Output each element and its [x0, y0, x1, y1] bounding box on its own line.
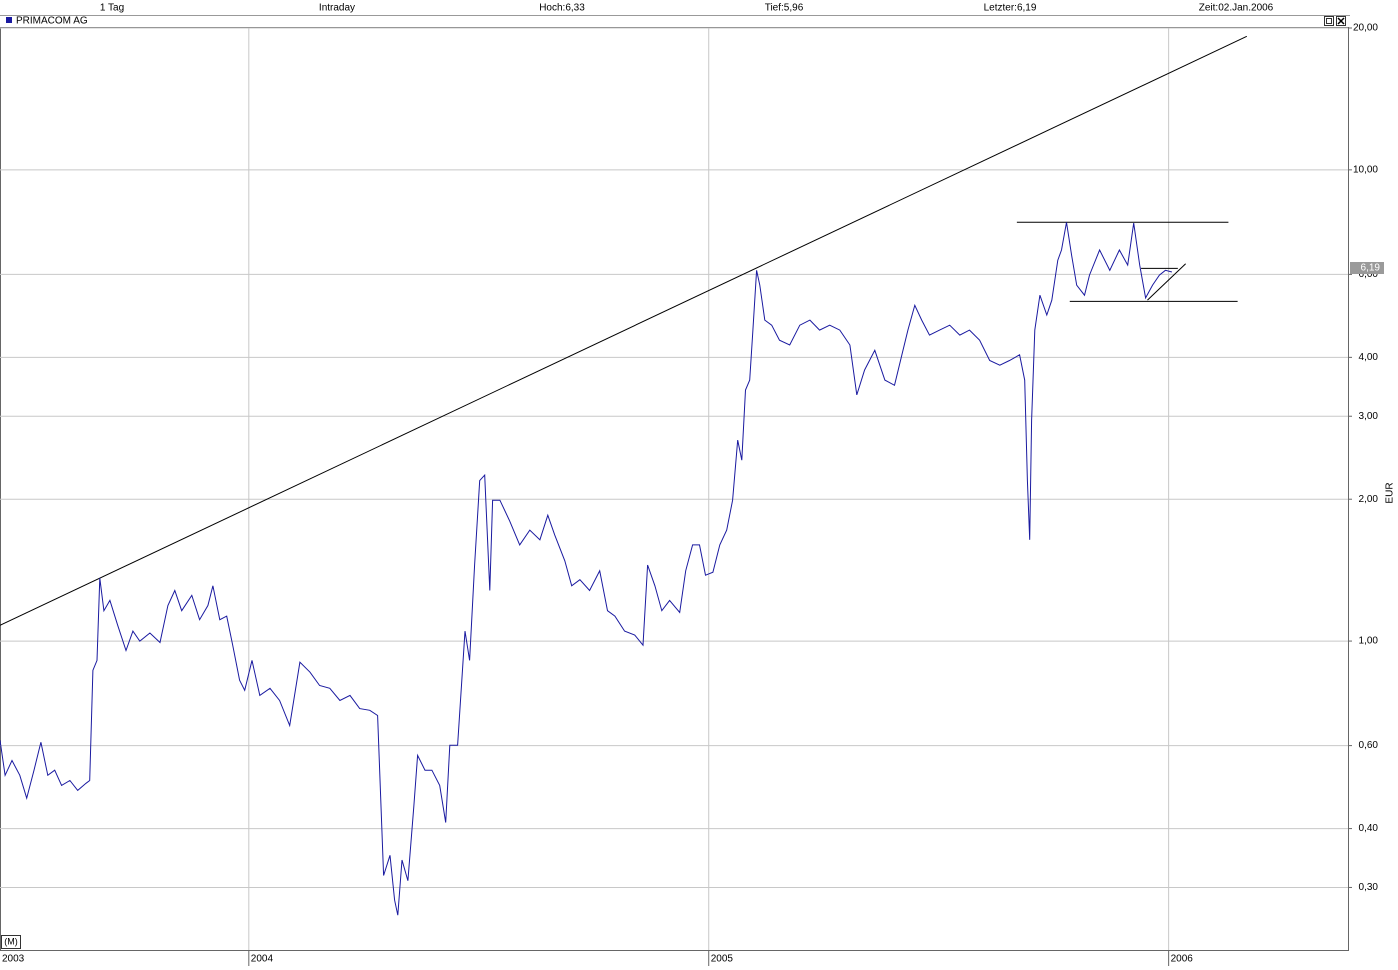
header-item: Tief:5,96	[765, 3, 804, 14]
price-line	[0, 222, 1173, 916]
chart-title: PRIMACOM AG	[16, 16, 88, 27]
last-value-tag	[1350, 262, 1384, 275]
close-icon	[1337, 17, 1345, 25]
title-marker	[6, 17, 12, 23]
x-tick-label: 2004	[251, 954, 274, 965]
y-axis-label: EUR	[1385, 482, 1396, 503]
maximize-icon	[1326, 18, 1332, 24]
x-tick-label: 2005	[711, 954, 734, 965]
period-button[interactable]	[1, 935, 21, 949]
y-tick-label: 0,60	[1359, 740, 1379, 751]
x-start-label: 2003	[2, 954, 25, 965]
x-tick-label: 2006	[1171, 954, 1194, 965]
last-value-label: 6,19	[1361, 263, 1381, 274]
trendline	[1147, 263, 1186, 301]
trendline	[0, 35, 1248, 626]
y-tick-label: 10,00	[1353, 164, 1378, 175]
y-tick-label: 20,00	[1353, 23, 1378, 34]
maximize-button[interactable]	[1324, 16, 1334, 26]
y-tick-label: 0,40	[1359, 823, 1379, 834]
header-item: Letzter:6,19	[984, 3, 1037, 14]
y-tick-label: 1,00	[1359, 636, 1379, 647]
header-item: Hoch:6,33	[539, 3, 585, 14]
y-tick-label: 3,00	[1359, 411, 1379, 422]
header-item: Zeit:02.Jan.2006	[1199, 3, 1274, 14]
header-item: 1 Tag	[100, 3, 124, 14]
header-item: Intraday	[319, 3, 355, 14]
y-tick-label: 2,00	[1359, 494, 1379, 505]
y-tick-label: 0,30	[1359, 882, 1379, 893]
y-tick-label: 6,00	[1359, 269, 1379, 280]
period-label: (M)	[4, 936, 18, 946]
y-tick-label: 4,00	[1359, 352, 1379, 363]
